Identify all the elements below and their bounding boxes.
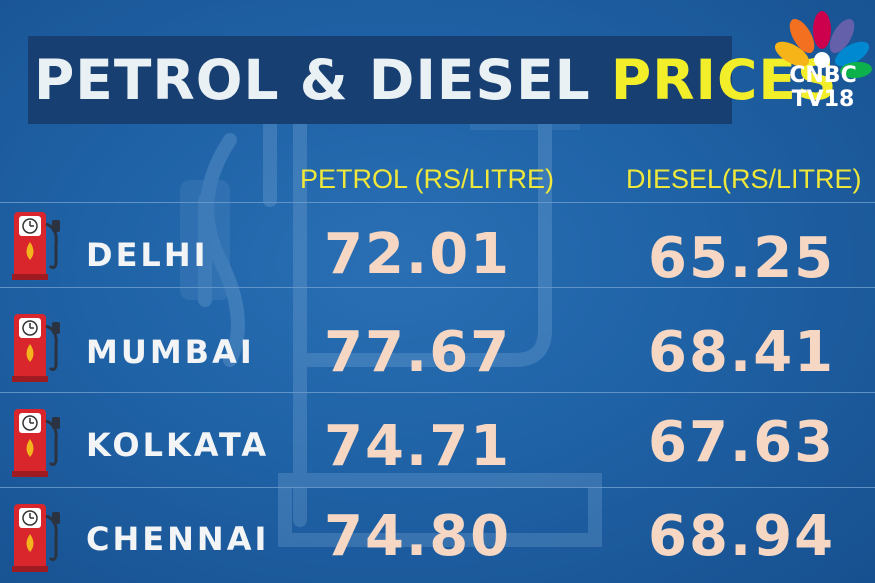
petrol-price: 72.01 bbox=[324, 222, 512, 287]
row-divider bbox=[0, 202, 875, 203]
fuel-pump-icon bbox=[12, 212, 60, 280]
diesel-price: 68.41 bbox=[648, 320, 836, 385]
city-name: MUMBAI bbox=[86, 333, 255, 371]
city-name: CHENNAI bbox=[86, 520, 270, 558]
fuel-pump-icon bbox=[12, 314, 60, 382]
row-divider bbox=[0, 287, 875, 288]
logo-text-tv18: TV18 bbox=[791, 87, 855, 112]
petrol-column-header: PETROL (RS/LITRE) bbox=[300, 164, 555, 194]
diesel-column-header: DIESEL(RS/LITRE) bbox=[626, 164, 862, 194]
fuel-pump-icon bbox=[12, 409, 60, 477]
logo-text-cnbc: CNBC bbox=[789, 63, 857, 88]
petrol-price: 74.71 bbox=[324, 414, 512, 479]
diesel-price: 65.25 bbox=[648, 226, 836, 291]
diesel-price: 67.63 bbox=[648, 410, 836, 475]
petrol-price: 74.80 bbox=[324, 504, 512, 569]
title-bar bbox=[28, 36, 732, 124]
city-name: KOLKATA bbox=[86, 426, 270, 464]
title-part-white: PETROL & DIESEL bbox=[34, 48, 591, 112]
fuel-pump-icon bbox=[12, 504, 60, 572]
peacock-logo-icon bbox=[774, 11, 872, 79]
diesel-price: 68.94 bbox=[648, 504, 836, 569]
row-divider bbox=[0, 392, 875, 393]
row-divider bbox=[0, 487, 875, 488]
page-title: PETROL & DIESEL PRICES bbox=[34, 40, 838, 120]
city-name: DELHI bbox=[86, 236, 209, 274]
petrol-price: 77.67 bbox=[324, 320, 512, 385]
